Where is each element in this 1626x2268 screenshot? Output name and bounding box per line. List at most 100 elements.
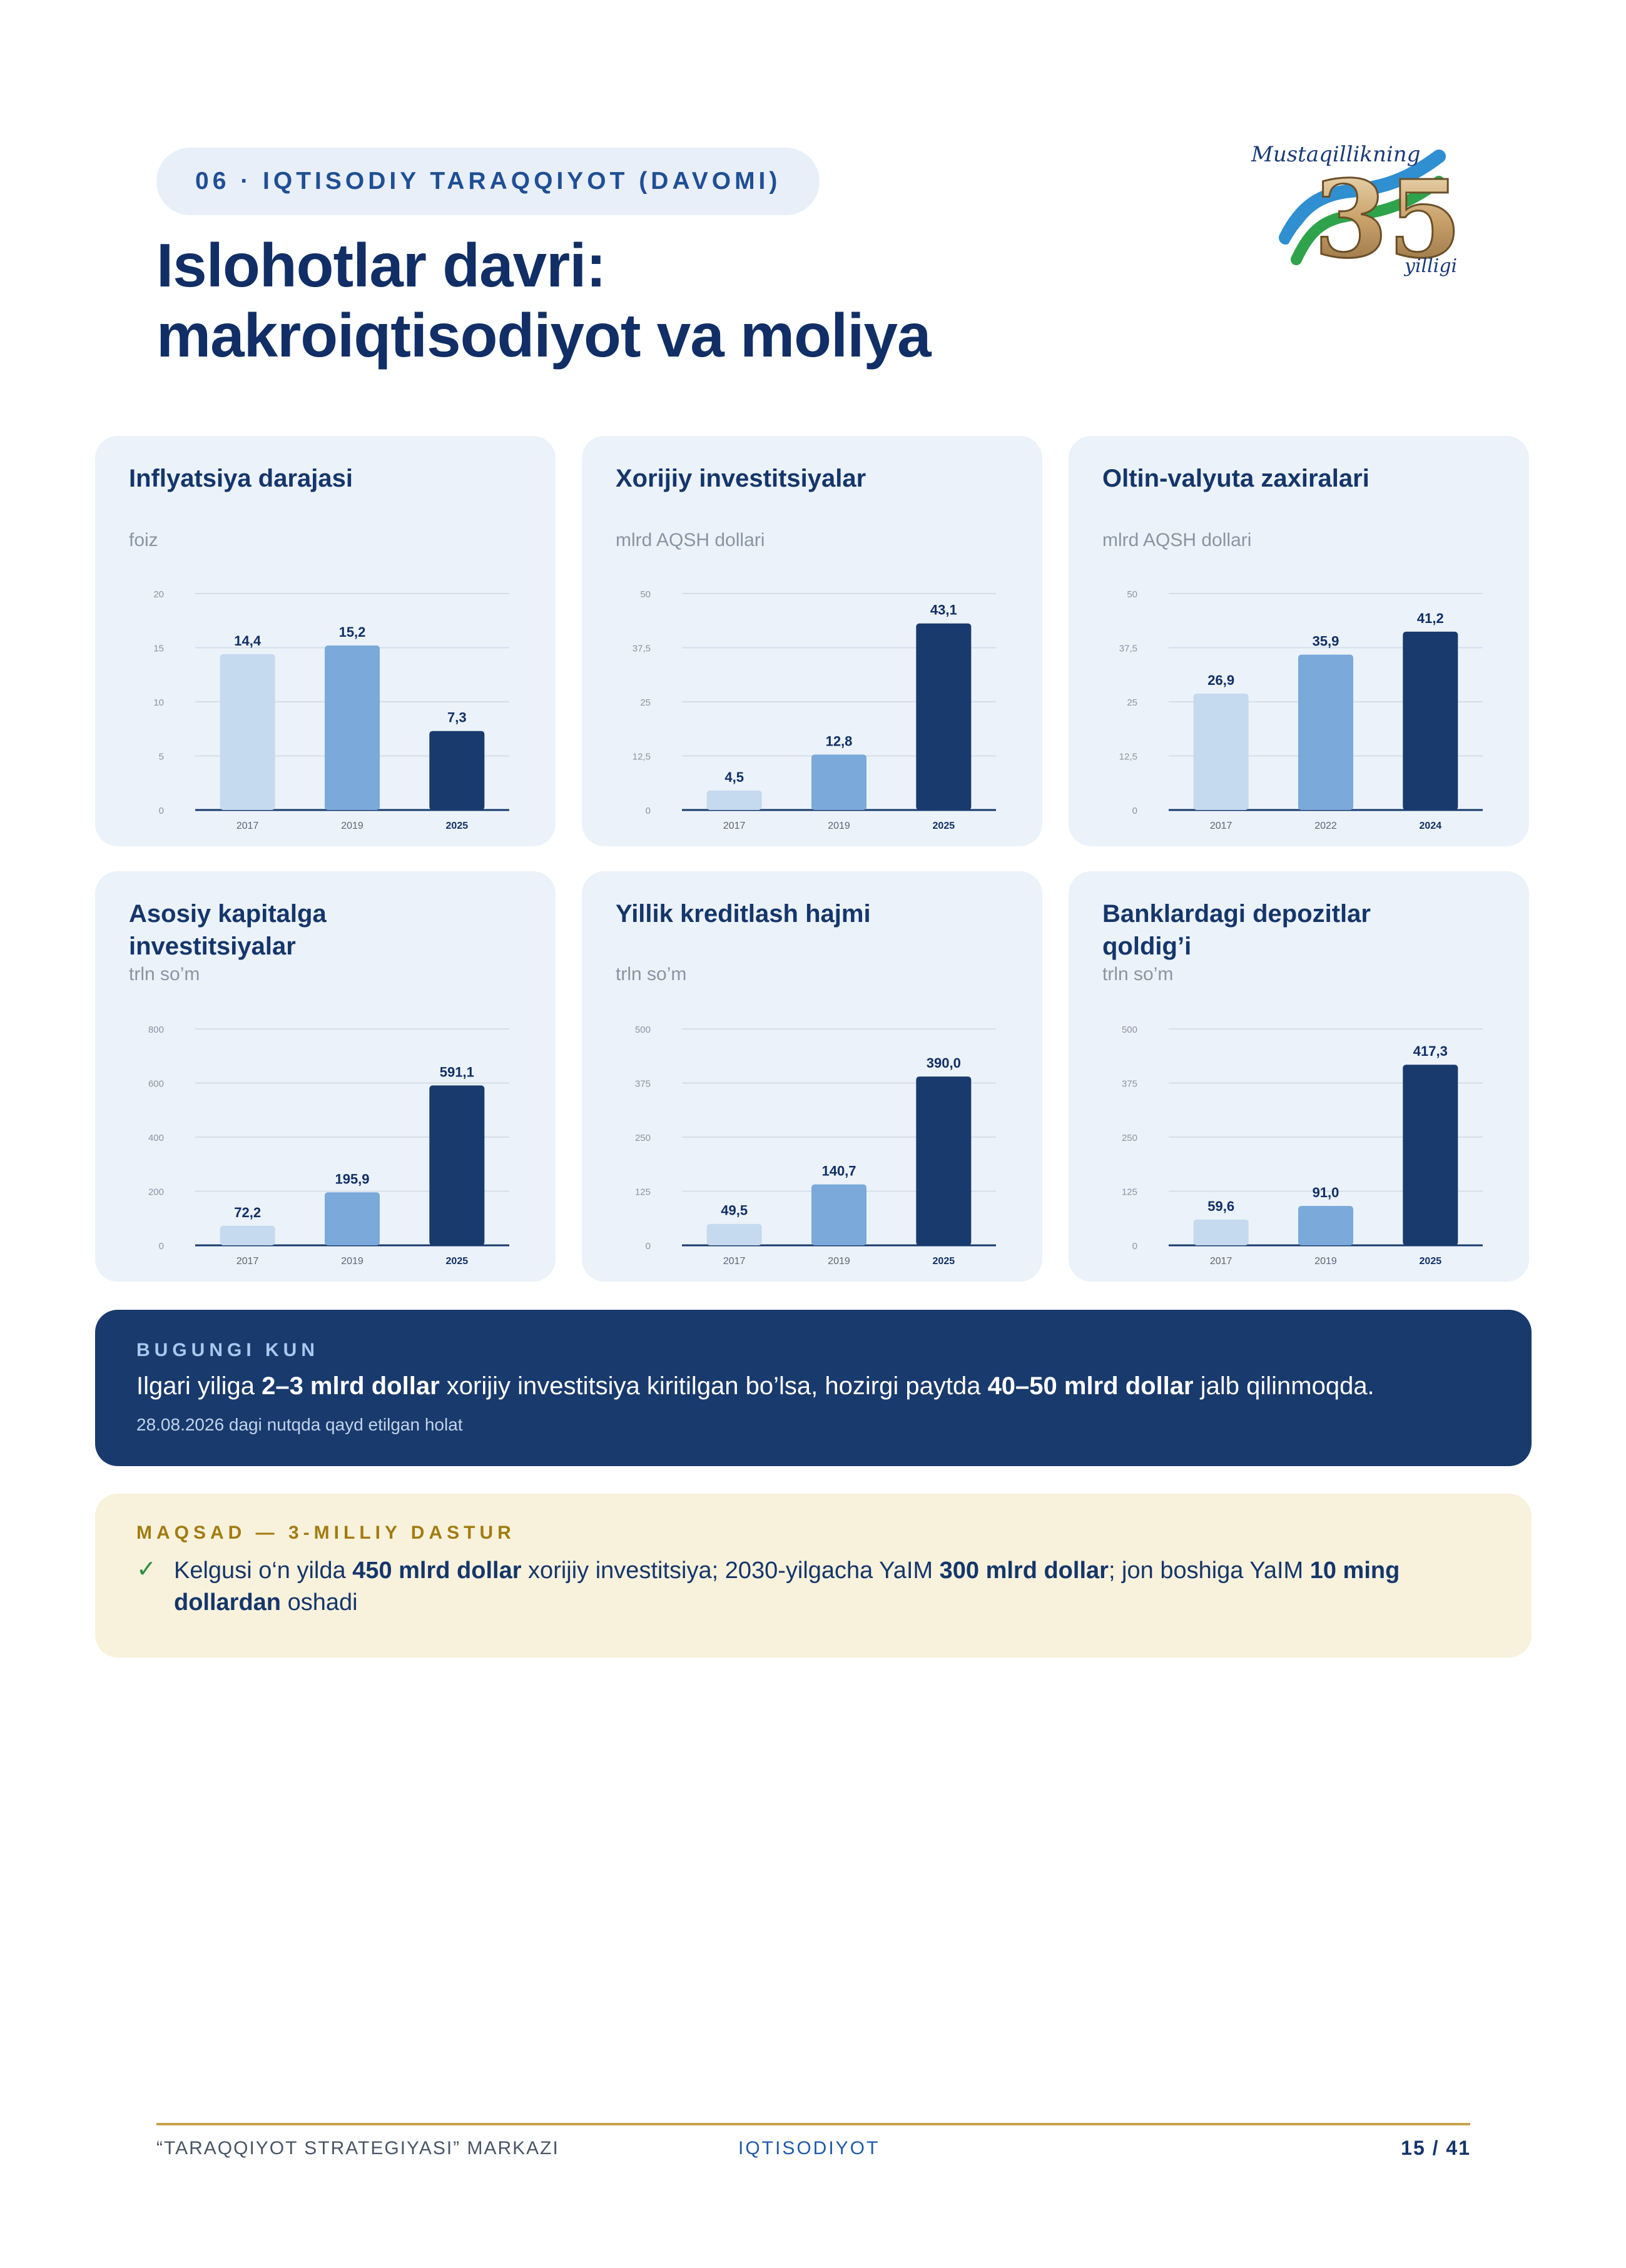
y-tick-label: 12,5 [633, 752, 651, 762]
chart-title: Oltin-valyuta zaxiralari [1102, 465, 1369, 492]
bar [1298, 654, 1353, 810]
chart-title: Yillik kreditlash hajmi [616, 900, 871, 928]
footer-organization: “TARAQQIYOT STRATEGIYASI” MARKAZI [156, 2138, 559, 2159]
goal-panel: MAQSAD — 3-MILLIY DASTUR ✓ Kelgusi o‘n y… [95, 1494, 1532, 1658]
bar-value-label: 7,3 [447, 710, 467, 726]
y-tick-label: 500 [1122, 1025, 1137, 1035]
bar [706, 1223, 762, 1245]
goal-highlight: 450 mlrd dollar [352, 1557, 522, 1584]
bar [1403, 1065, 1458, 1245]
bar [1298, 1206, 1353, 1245]
y-tick-label: 250 [1122, 1133, 1137, 1143]
y-tick-label: 25 [1127, 697, 1137, 708]
x-tick-label: 2019 [341, 821, 363, 831]
bar [325, 1192, 380, 1245]
logo-number: 35 [1314, 157, 1462, 281]
goal-highlight: 300 mlrd dollar [939, 1557, 1109, 1584]
goal-text-part: oshadi [281, 1589, 358, 1616]
bar-chart-capital-investment: 0 200 400 600 800 72,2 2017 195,9 2019 591,1 2025 [148, 1025, 509, 1267]
bar [1193, 1219, 1249, 1245]
bar-value-label: 49,5 [721, 1203, 748, 1218]
logo-text-top: Mustaqillikning [1251, 142, 1420, 167]
y-tick-label: 50 [1127, 589, 1137, 600]
bar [429, 731, 485, 810]
y-tick-label: 0 [1132, 806, 1137, 816]
bar-value-label: 72,2 [234, 1205, 261, 1220]
y-tick-label: 0 [646, 806, 651, 816]
chart-unit: trln so’m [129, 964, 200, 985]
today-label: BUGUNGI KUN [136, 1340, 319, 1360]
x-tick-label: 2017 [723, 1256, 746, 1267]
bar-value-label: 26,9 [1207, 672, 1234, 688]
y-tick-label: 800 [148, 1025, 164, 1035]
footer-divider [156, 2123, 1470, 2125]
x-tick-label: 2019 [1314, 1256, 1337, 1267]
goal-text: Kelgusi o‘n yilda 450 mlrd dollar xoriji… [174, 1555, 1507, 1619]
today-text-part: xorijiy investitsiya kiritilgan bo’lsa, … [439, 1372, 988, 1400]
y-tick-label: 20 [153, 589, 164, 600]
today-highlight: 2–3 mlrd dollar [262, 1372, 440, 1400]
bar-value-label: 195,9 [335, 1171, 369, 1187]
bar-value-label: 15,2 [339, 624, 366, 640]
today-highlight: 40–50 mlrd dollar [987, 1372, 1194, 1400]
y-tick-label: 0 [646, 1241, 651, 1252]
bar [1193, 693, 1249, 810]
today-text-part: jalb qilinmoqda. [1193, 1372, 1374, 1400]
bar-value-label: 35,9 [1313, 634, 1339, 649]
y-tick-label: 0 [159, 806, 164, 816]
y-tick-label: 12,5 [1119, 752, 1137, 762]
goal-text-part: xorijiy investitsiya; 2030-yilgacha YaIM [521, 1557, 940, 1584]
bar-chart-foreign-investment: 0 12,5 25 37,5 50 4,5 2017 12,8 2019 43,1 2025 [633, 589, 996, 831]
y-tick-label: 600 [148, 1079, 164, 1090]
y-tick-label: 0 [159, 1241, 164, 1252]
x-tick-label: 2025 [446, 1256, 469, 1267]
y-tick-label: 375 [1122, 1079, 1137, 1090]
today-note: 28.08.2026 dagi nutqda qayd etilgan hola… [136, 1415, 463, 1434]
bar-chart-lending: 0 125 250 375 500 49,5 2017 140,7 2019 390,0 2025 [635, 1025, 996, 1267]
x-tick-label: 2022 [1314, 821, 1337, 831]
goal-highlight: 10 ming dollardan [174, 1557, 1400, 1616]
y-tick-label: 500 [635, 1025, 651, 1035]
x-tick-label: 2017 [236, 1256, 259, 1267]
x-tick-label: 2025 [1420, 1256, 1442, 1267]
y-tick-label: 400 [148, 1133, 164, 1143]
x-tick-label: 2025 [446, 821, 469, 831]
bar-value-label: 91,0 [1313, 1185, 1339, 1200]
chart-unit: foiz [129, 530, 158, 550]
x-tick-label: 2025 [933, 821, 955, 831]
y-tick-label: 5 [159, 752, 164, 762]
chart-title: Asosiy kapitalga investitsiyalar [129, 900, 327, 960]
bar [429, 1085, 485, 1245]
x-tick-label: 2017 [1210, 1256, 1232, 1267]
y-tick-label: 0 [1132, 1241, 1137, 1252]
bar-chart-deposits: 0 125 250 375 500 59,6 2017 91,0 2019 417,3 2025 [1122, 1025, 1483, 1267]
page-title-line-2: makroiqtisodiyot va moliya [156, 301, 931, 370]
check-icon: ✓ [136, 1556, 156, 1582]
bar [916, 623, 972, 810]
x-tick-label: 2025 [933, 1256, 955, 1267]
chart-card-capital-investment: Asosiy kapitalga investitsiyalar trln so… [95, 871, 556, 1282]
bar-value-label: 59,6 [1207, 1198, 1234, 1214]
bar-value-label: 4,5 [724, 769, 744, 785]
goal-text-part: Kelgusi o‘n yilda [174, 1557, 353, 1584]
bar-value-label: 41,2 [1417, 610, 1444, 626]
bar [1403, 631, 1458, 810]
chart-unit: trln so’m [616, 964, 687, 985]
bar [811, 754, 866, 810]
x-tick-label: 2017 [236, 821, 259, 831]
goal-label: MAQSAD — 3-MILLIY DASTUR [136, 1522, 516, 1543]
y-tick-label: 250 [635, 1133, 651, 1143]
chart-unit: mlrd AQSH dollari [616, 530, 765, 550]
chart-card-lending: Yillik kreditlash hajmi trln so’m 0 125 25… [582, 871, 1042, 1282]
y-tick-label: 50 [640, 589, 651, 600]
bar [706, 790, 762, 810]
y-tick-label: 10 [153, 697, 164, 708]
bar [220, 654, 275, 810]
bar-value-label: 43,1 [930, 602, 957, 618]
logo-text-bottom: yilligi [1403, 255, 1457, 277]
chart-card-foreign-investment: Xorijiy investitsiyalar mlrd AQSH dollar… [582, 436, 1042, 846]
x-tick-label: 2024 [1420, 821, 1442, 831]
bar-value-label: 591,1 [440, 1064, 474, 1080]
chart-card-reserves: Oltin-valyuta zaxiralari mlrd AQSH dolla… [1069, 436, 1529, 846]
page-number: 15 / 41 [1401, 2137, 1471, 2159]
